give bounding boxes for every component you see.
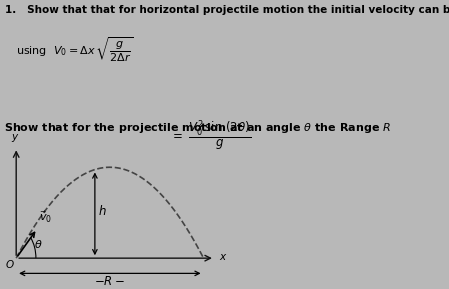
Text: O: O	[5, 260, 13, 270]
Text: y: y	[11, 132, 17, 142]
Text: $-R-$: $-R-$	[94, 275, 125, 288]
Text: $=\ \dfrac{V_0^2\,\sin\,(2\theta)}{g}$: $=\ \dfrac{V_0^2\,\sin\,(2\theta)}{g}$	[170, 118, 251, 152]
Text: using  $V_0 = \Delta x\,\sqrt{\dfrac{g}{2\Delta r}}$: using $V_0 = \Delta x\,\sqrt{\dfrac{g}{2…	[16, 35, 133, 64]
Text: Show that for the projectile motion at an angle $\theta$ the Range $R$: Show that for the projectile motion at a…	[4, 121, 391, 135]
Text: $\vec{v}_0$: $\vec{v}_0$	[39, 209, 52, 225]
Text: $\theta$: $\theta$	[34, 238, 43, 250]
Text: x: x	[219, 252, 225, 262]
Text: 1.   Show that that for horizontal projectile motion the initial velocity can be: 1. Show that that for horizontal project…	[5, 5, 449, 15]
Text: h: h	[98, 205, 106, 218]
